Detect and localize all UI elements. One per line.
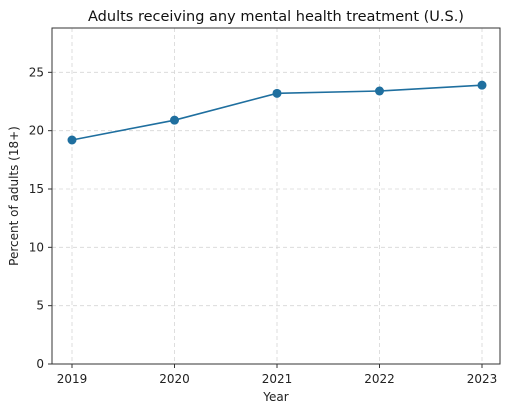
series-layer (67, 80, 487, 145)
x-axis-ticks: 2019 2020 2021 2022 2023 (57, 364, 498, 386)
y-axis-label: Percent of adults (18+) (7, 126, 21, 266)
y-tick-label: 20 (29, 124, 44, 138)
chart-title: Adults receiving any mental health treat… (88, 9, 464, 25)
data-point (375, 86, 384, 96)
plot-frame (51, 27, 501, 365)
x-tick-label: 2022 (364, 372, 395, 386)
data-point (67, 135, 77, 145)
data-point (477, 80, 487, 90)
x-axis-label: Year (262, 390, 288, 404)
x-tick-label: 2021 (262, 372, 293, 386)
x-tick-label: 2023 (467, 372, 498, 386)
x-tick-label: 2019 (57, 372, 88, 386)
data-point (272, 88, 282, 98)
y-tick-label: 0 (36, 357, 44, 371)
data-point (170, 115, 179, 125)
y-axis-ticks: 0 5 10 15 20 25 (29, 65, 52, 371)
y-tick-label: 25 (29, 65, 44, 79)
y-tick-label: 10 (29, 240, 44, 254)
x-tick-label: 2020 (159, 372, 190, 386)
y-tick-label: 5 (36, 299, 44, 313)
y-tick-label: 15 (29, 182, 44, 196)
